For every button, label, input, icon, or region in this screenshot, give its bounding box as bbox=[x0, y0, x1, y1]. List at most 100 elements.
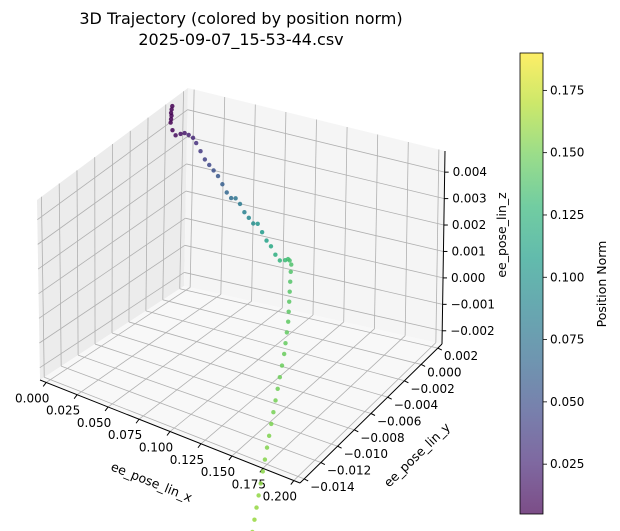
grid-line bbox=[374, 134, 379, 329]
grid-line bbox=[76, 170, 79, 356]
trajectory-point bbox=[271, 410, 276, 415]
trajectory-point bbox=[228, 195, 234, 201]
y-tick-label: 0.000 bbox=[427, 365, 461, 379]
trajectory-point bbox=[190, 135, 196, 141]
trajectory-point bbox=[178, 131, 183, 137]
trajectory-point bbox=[258, 481, 263, 486]
z-tick-label: 0.002 bbox=[452, 218, 486, 232]
grid-line bbox=[187, 109, 445, 173]
trajectory-point bbox=[252, 517, 257, 522]
x-tick-mark bbox=[228, 455, 233, 461]
grid-line bbox=[162, 104, 167, 300]
colorbar-tick-label: 0.100 bbox=[550, 270, 584, 284]
grid-line bbox=[37, 136, 188, 245]
y-tick-mark bbox=[370, 413, 376, 416]
colorbar-gradient bbox=[519, 52, 544, 515]
trajectory-point bbox=[211, 168, 216, 173]
y-tick-label: 0.002 bbox=[444, 349, 478, 363]
x-tick-label: 0.000 bbox=[15, 391, 49, 405]
z-tick-label: 0.000 bbox=[451, 271, 485, 285]
x-tick-label: 0.200 bbox=[263, 490, 297, 504]
grid-line bbox=[41, 196, 45, 378]
axes-grid bbox=[37, 89, 445, 481]
z-axis: −0.002 −0.001 0.000 0.001 0.002 0.003 0.004 bbox=[441, 150, 495, 345]
y-tick-label: −0.010 bbox=[344, 447, 388, 461]
colorbar-tick-label: 0.125 bbox=[550, 208, 584, 222]
colorbar-tick-label: 0.075 bbox=[550, 333, 584, 347]
z-axis-label: ee_pose_lin_z bbox=[494, 192, 509, 278]
x-tick-mark bbox=[166, 431, 171, 436]
grid-line bbox=[185, 190, 444, 252]
trajectory-point bbox=[288, 269, 293, 274]
grid-line bbox=[343, 126, 348, 322]
grid-line bbox=[128, 130, 131, 322]
trajectory-point bbox=[169, 113, 174, 118]
trajectory-point bbox=[170, 127, 175, 133]
y-tick-mark bbox=[404, 380, 409, 384]
grid-line bbox=[184, 244, 443, 305]
trajectory-point bbox=[277, 374, 283, 380]
x-axis: 0.0000.0250.0500.0750.1000.1250.1500.175… bbox=[15, 379, 301, 504]
colorbar-tick-label: 0.150 bbox=[550, 146, 584, 160]
trajectory-point bbox=[264, 238, 269, 243]
y-tick-label: −0.004 bbox=[394, 398, 438, 412]
trajectory-point bbox=[273, 398, 278, 403]
z-tick-label: 0.001 bbox=[451, 244, 485, 258]
trajectory-point bbox=[251, 221, 256, 226]
colorbar-tick-label: 0.050 bbox=[550, 395, 584, 409]
grid-line bbox=[186, 136, 445, 199]
trajectory-point bbox=[254, 505, 259, 510]
trajectory-point bbox=[168, 120, 173, 125]
z-tick-label: −0.001 bbox=[451, 297, 495, 311]
trajectory-point bbox=[255, 221, 260, 226]
x-tick-mark bbox=[197, 443, 202, 449]
trajectory-point bbox=[287, 258, 292, 263]
grid-line bbox=[189, 89, 195, 288]
trajectory-point bbox=[260, 469, 266, 474]
trajectory-point bbox=[246, 215, 252, 221]
x-tick-label: 0.075 bbox=[108, 428, 142, 442]
trajectory-point bbox=[193, 140, 199, 146]
x-tick-label: 0.100 bbox=[139, 441, 173, 455]
y-tick-mark bbox=[354, 429, 359, 433]
trajectory-points bbox=[168, 103, 294, 531]
y-tick-label: −0.002 bbox=[410, 382, 454, 396]
grid-line bbox=[58, 183, 62, 367]
trajectory-point bbox=[289, 262, 294, 267]
grid-line bbox=[404, 141, 409, 336]
trajectory-point bbox=[182, 130, 187, 136]
y-tick-mark bbox=[303, 478, 309, 482]
x-tick-label: 0.125 bbox=[170, 453, 204, 467]
trajectory-point bbox=[256, 493, 261, 498]
trajectory-point bbox=[288, 279, 293, 284]
chart-subtitle: 2025-09-07_15-53-44.csv bbox=[138, 30, 343, 50]
grid-line bbox=[162, 299, 422, 365]
x-tick-mark bbox=[73, 394, 78, 400]
grid-line bbox=[179, 288, 438, 349]
trajectory-point bbox=[281, 351, 287, 357]
trajectory-point bbox=[186, 132, 191, 138]
grid-line bbox=[39, 272, 185, 369]
trajectory-point bbox=[285, 319, 291, 324]
trajectory-point bbox=[220, 182, 225, 187]
grid-line bbox=[77, 354, 338, 447]
x-tick-label: 0.175 bbox=[232, 477, 266, 491]
y-tick-label: −0.014 bbox=[310, 480, 354, 494]
grid-line bbox=[111, 332, 372, 414]
z-tick-label: −0.002 bbox=[450, 324, 494, 338]
trajectory-point bbox=[269, 421, 274, 427]
trajectory-point bbox=[237, 201, 243, 207]
z-axis-line bbox=[441, 150, 446, 345]
y-tick-label: −0.008 bbox=[360, 431, 404, 445]
x-tick-label: 0.050 bbox=[77, 416, 111, 430]
trajectory-point bbox=[207, 162, 212, 168]
trajectory-point bbox=[287, 289, 292, 294]
trajectory-point bbox=[287, 299, 292, 304]
z-tick-label: 0.004 bbox=[453, 165, 487, 179]
trajectory-point bbox=[173, 133, 178, 138]
trajectory-point bbox=[259, 229, 265, 235]
trajectory-point bbox=[233, 196, 238, 201]
trajectory-point bbox=[262, 457, 268, 462]
x-tick-mark bbox=[42, 382, 47, 387]
y-tick-label: −0.006 bbox=[377, 415, 421, 429]
